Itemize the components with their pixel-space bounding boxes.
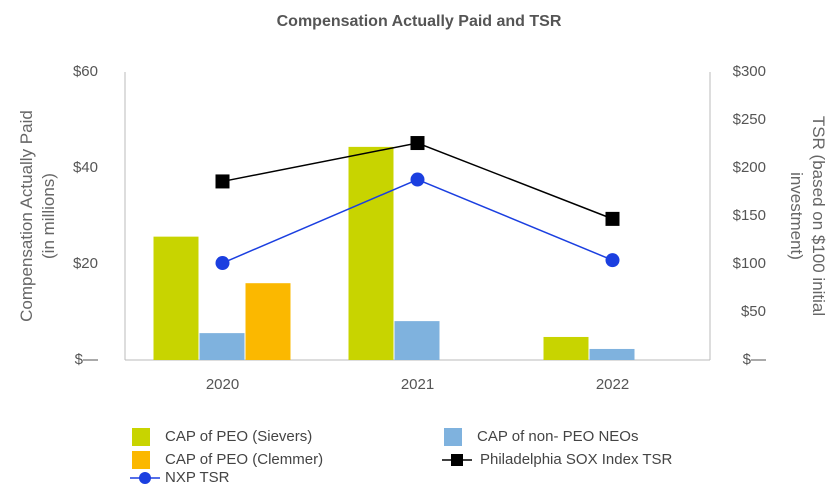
marker bbox=[215, 256, 230, 271]
bar bbox=[245, 283, 291, 360]
line bbox=[222, 178, 613, 264]
x-tick-label: 2021 bbox=[401, 376, 434, 393]
y2-tick-label: $250 bbox=[733, 111, 766, 128]
bar bbox=[394, 321, 440, 360]
y2-tick-label: $— bbox=[743, 351, 766, 368]
y2-tick-label: $300 bbox=[733, 63, 766, 80]
y-axis-title-line: Compensation Actually Paid bbox=[17, 110, 36, 322]
y-tick-label: $— bbox=[75, 351, 98, 368]
y2-axis-title: TSR (based on $100 initialinvestment) bbox=[787, 116, 828, 316]
y2-tick-label: $150 bbox=[733, 207, 766, 224]
bar bbox=[543, 336, 589, 360]
legend-label: NXP TSR bbox=[165, 469, 230, 486]
bar bbox=[153, 236, 199, 360]
y-tick-label: $40 bbox=[73, 159, 98, 176]
marker bbox=[605, 211, 620, 226]
y2-tick-label: $100 bbox=[733, 255, 766, 272]
legend-marker bbox=[139, 472, 151, 484]
legend-label: CAP of PEO (Sievers) bbox=[165, 428, 312, 445]
bar bbox=[348, 146, 394, 360]
y-tick-label: $20 bbox=[73, 255, 98, 272]
legend-label: CAP of PEO (Clemmer) bbox=[165, 451, 323, 468]
y-tick-label: $60 bbox=[73, 63, 98, 80]
chart-title: Compensation Actually Paid and TSR bbox=[277, 13, 562, 30]
bar bbox=[589, 348, 635, 360]
y2-tick-label: $200 bbox=[733, 159, 766, 176]
legend-label: Philadelphia SOX Index TSR bbox=[480, 451, 673, 468]
x-tick-label: 2020 bbox=[206, 376, 239, 393]
bar bbox=[199, 333, 245, 360]
marker bbox=[215, 174, 230, 189]
legend-swatch bbox=[132, 428, 150, 446]
y2-axis-title-line: TSR (based on $100 initial bbox=[809, 116, 828, 316]
legend-swatch bbox=[444, 428, 462, 446]
legend-marker bbox=[451, 454, 463, 466]
marker bbox=[605, 253, 620, 268]
y2-tick-label: $50 bbox=[741, 303, 766, 320]
legend-label: CAP of non- PEO NEOs bbox=[477, 428, 638, 445]
x-tick-label: 2022 bbox=[596, 376, 629, 393]
y2-axis-title-line: investment) bbox=[787, 172, 806, 260]
marker bbox=[410, 172, 425, 187]
legend-swatch bbox=[132, 451, 150, 469]
marker bbox=[410, 136, 425, 151]
y-axis-title: Compensation Actually Paid (in millions) bbox=[17, 110, 58, 322]
y-axis-title-line: (in millions) bbox=[39, 173, 58, 259]
